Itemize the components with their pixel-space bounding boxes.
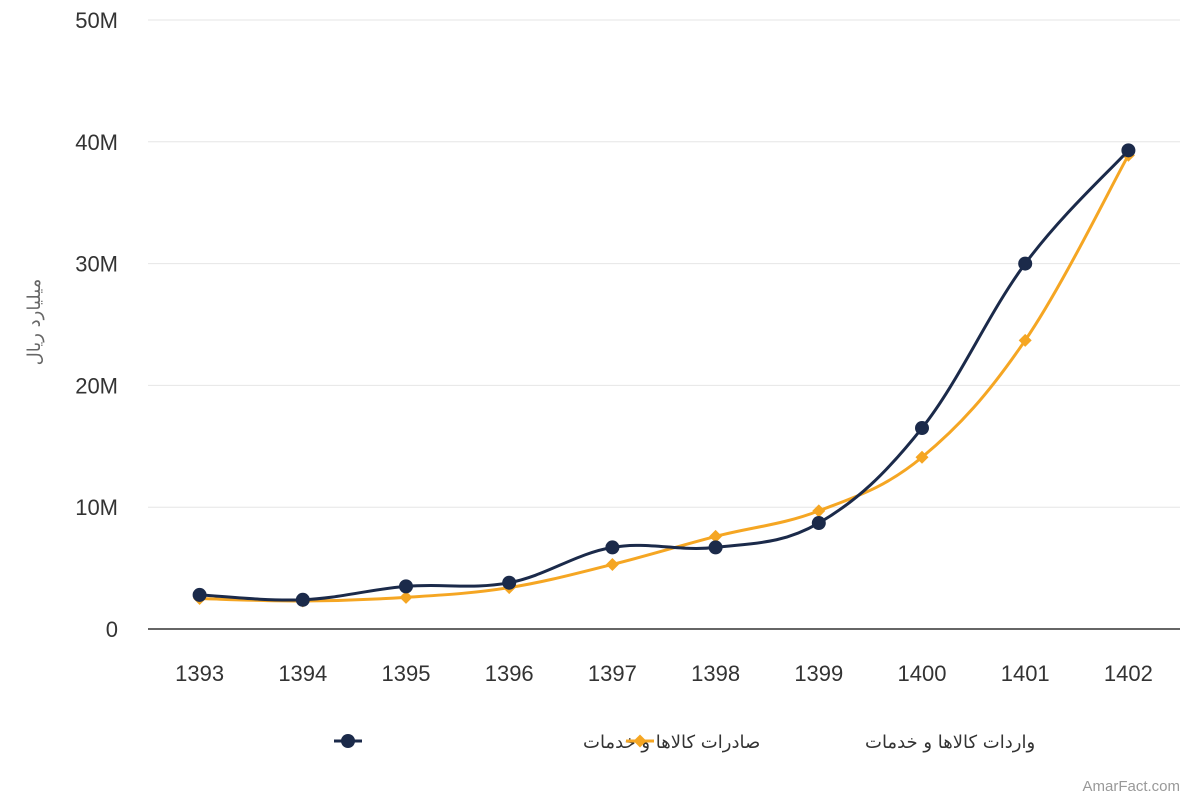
data-point[interactable] xyxy=(1018,333,1032,347)
series-line xyxy=(199,154,1130,603)
y-tick-label: 10M xyxy=(75,495,118,520)
x-axis-ticks: 1393 1394 1395 1396 1397 1398 1399 1400 1401 1402 xyxy=(175,661,1153,686)
y-tick-label: 40M xyxy=(75,130,118,155)
y-axis-title: میلیارد ریال xyxy=(24,279,45,366)
series-exports xyxy=(192,143,1136,607)
x-tick-label: 1396 xyxy=(485,661,534,686)
series-imports xyxy=(193,148,1135,608)
data-point[interactable] xyxy=(1121,143,1136,158)
x-tick-label: 1402 xyxy=(1104,661,1153,686)
data-point[interactable] xyxy=(709,529,723,543)
credit-text[interactable]: AmarFact.com xyxy=(1082,778,1180,795)
legend-item-exports[interactable]: صادرات کالاها و خدمات xyxy=(334,732,760,753)
x-tick-label: 1400 xyxy=(898,661,947,686)
data-point[interactable] xyxy=(915,421,929,436)
y-tick-label: 50M xyxy=(75,8,118,33)
legend: صادرات کالاها و خدمات واردات کالاها و خد… xyxy=(334,732,1035,753)
x-tick-label: 1398 xyxy=(691,661,740,686)
data-point[interactable] xyxy=(812,504,826,518)
y-axis-ticks: 0 10M 20M 30M 40M 50M xyxy=(75,8,118,642)
x-tick-label: 1395 xyxy=(382,661,431,686)
series-layer xyxy=(192,143,1136,608)
data-point[interactable] xyxy=(1018,256,1033,271)
data-point[interactable] xyxy=(399,579,413,594)
series-line xyxy=(199,149,1130,602)
data-point[interactable] xyxy=(502,575,517,590)
data-point[interactable] xyxy=(399,590,413,604)
grid-lines xyxy=(148,19,1180,508)
y-tick-label: 30M xyxy=(75,252,118,277)
data-point[interactable] xyxy=(295,592,310,607)
legend-label-exports: صادرات کالاها و خدمات xyxy=(583,732,760,753)
y-tick-label: 20M xyxy=(75,373,118,398)
legend-item-imports[interactable]: واردات کالاها و خدمات xyxy=(626,732,1035,753)
data-point[interactable] xyxy=(192,587,207,602)
data-point[interactable] xyxy=(605,540,620,555)
x-tick-label: 1397 xyxy=(588,661,637,686)
x-tick-label: 1394 xyxy=(278,661,327,686)
y-tick-label: 0 xyxy=(106,617,118,642)
x-tick-label: 1393 xyxy=(175,661,224,686)
x-tick-label: 1401 xyxy=(1001,661,1050,686)
data-point[interactable] xyxy=(605,557,619,571)
data-point[interactable] xyxy=(708,540,723,555)
data-point[interactable] xyxy=(915,450,929,464)
data-point[interactable] xyxy=(811,516,826,531)
x-tick-label: 1399 xyxy=(794,661,843,686)
legend-label-imports: واردات کالاها و خدمات xyxy=(865,732,1035,753)
